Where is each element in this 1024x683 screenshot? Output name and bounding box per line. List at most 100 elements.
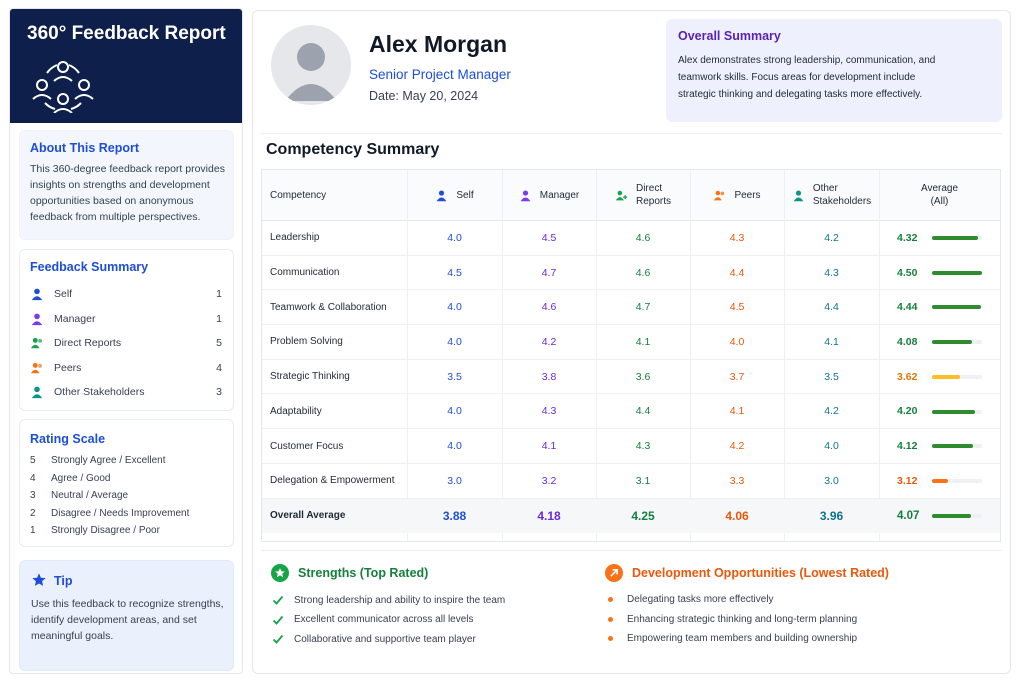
table-row: Delegation & Empowerment 3.0 3.2 3.1 3.3 3.0 3… — [262, 464, 1000, 499]
score-manager: 4.5 — [541, 231, 557, 244]
table-row: Communication 4.5 4.7 4.6 4.4 4.3 4.50 — [262, 256, 1000, 291]
rating-label: Strongly Agree / Excellent — [51, 455, 166, 466]
report-date: Date: May 20, 2024 — [369, 89, 479, 103]
feedback-summary-item: Manager 1 — [30, 310, 222, 328]
score-direct: 4.6 — [635, 231, 651, 244]
score-other: 4.3 — [824, 266, 839, 279]
feedback-summary-count: 3 — [216, 386, 222, 398]
average-bar-fill — [932, 444, 973, 449]
score-other: 4.2 — [824, 231, 839, 244]
score-peers: 4.3 — [729, 231, 745, 244]
score-peers: 3.3 — [729, 474, 745, 487]
rating-number: 1 — [30, 525, 36, 536]
bullet-dot-icon — [608, 597, 613, 602]
star-badge-icon — [271, 564, 289, 582]
sidebar: 360° Feedback Report About This Report T… — [9, 8, 243, 674]
average-bar-fill — [932, 236, 978, 240]
table-total-row: Overall Average 3.88 4.18 4.25 4.06 3.96 4.07 — [262, 498, 1000, 533]
average-bar-fill — [932, 340, 972, 345]
average-bar — [932, 513, 982, 518]
rating-scale-item: 3 Neutral / Average — [30, 490, 128, 501]
feedback-summary-count: 5 — [216, 337, 222, 349]
rating-scale-item: 5 Strongly Agree / Excellent — [30, 455, 166, 466]
header-average: Average (All) — [879, 170, 1000, 221]
score-direct: 4.6 — [635, 266, 651, 279]
score-direct: 4.1 — [635, 335, 651, 348]
competency-name: Customer Focus — [270, 440, 344, 452]
average-bar — [932, 444, 982, 449]
strength-item: Collaborative and supportive team player — [272, 633, 476, 645]
score-manager: 4.6 — [541, 301, 557, 314]
rating-scale-item: 1 Strongly Disagree / Poor — [30, 525, 160, 536]
table-row: Leadership 4.0 4.5 4.6 4.3 4.2 4.32 — [262, 221, 1000, 256]
team-network-icon — [32, 61, 94, 113]
header-peers: Peers — [690, 170, 784, 221]
score-direct: 4.3 — [635, 440, 651, 453]
strength-item: Excellent communicator across all levels — [272, 614, 474, 626]
average-bar-fill — [932, 305, 981, 310]
average-bar-fill — [932, 374, 960, 379]
development-item: Enhancing strategic thinking and long-te… — [606, 614, 857, 625]
strength-item: Strong leadership and ability to inspire… — [272, 594, 505, 606]
score-self: 4.0 — [447, 440, 462, 453]
score-peers: 4.1 — [729, 405, 745, 418]
score-average: 3.12 — [897, 474, 918, 487]
main-content: Alex Morgan Senior Project Manager Date:… — [252, 10, 1011, 674]
header-average-label-2: (All) — [930, 196, 949, 207]
rating-label: Neutral / Average — [51, 490, 129, 501]
score-average: 4.07 — [897, 509, 920, 522]
feedback-summary-label: Other Stakeholders — [54, 386, 145, 398]
feedback-summary-heading: Feedback Summary — [30, 260, 149, 274]
strength-text: Strong leadership and ability to inspire… — [294, 594, 506, 606]
overall-summary-card: Overall Summary Alex demonstrates strong… — [666, 19, 1002, 122]
tip-text: Use this feedback to recognize strengths… — [31, 598, 224, 642]
header-other-label-2: Stakeholders — [812, 196, 872, 207]
strength-text: Collaborative and supportive team player — [294, 633, 476, 645]
feedback-summary-item: Other Stakeholders 3 — [30, 383, 222, 401]
person-icon — [31, 313, 43, 325]
feedback-summary-label: Peers — [54, 361, 82, 374]
feedback-summary-count: 4 — [216, 361, 222, 374]
strengths-heading: Strengths (Top Rated) — [271, 564, 428, 582]
score-average: 4.12 — [897, 440, 918, 453]
score-average: 4.50 — [897, 266, 918, 279]
score-manager: 4.3 — [541, 405, 557, 418]
feedback-summary-count: 1 — [216, 312, 222, 325]
competency-name: Leadership — [270, 232, 320, 244]
employee-role: Senior Project Manager — [369, 67, 511, 82]
competency-name: Adaptability — [270, 405, 322, 417]
person-icon — [520, 189, 531, 201]
report-header: 360° Feedback Report — [10, 9, 242, 123]
table-row: Problem Solving 4.0 4.2 4.1 4.0 4.1 4.08 — [262, 325, 1000, 360]
avatar — [271, 25, 351, 105]
rating-scale-panel: Rating Scale 5 Strongly Agree / Excellent… — [19, 419, 234, 547]
score-other: 4.2 — [824, 405, 839, 418]
average-bar — [932, 409, 982, 414]
rating-label: Agree / Good — [51, 472, 111, 484]
strengths-heading-label: Strengths (Top Rated) — [298, 566, 429, 580]
score-direct: 4.25 — [631, 508, 655, 523]
competency-name: Overall Average — [270, 510, 346, 522]
divider — [261, 133, 1002, 134]
header-self: Self — [407, 170, 502, 221]
check-icon — [272, 615, 284, 625]
header-manager: Manager — [502, 170, 596, 221]
competency-name: Communication — [270, 267, 340, 279]
development-heading-label: Development Opportunities (Lowest Rated) — [632, 566, 889, 580]
about-heading: About This Report — [30, 141, 140, 155]
score-self: 4.5 — [447, 266, 462, 279]
score-self: 3.0 — [447, 474, 462, 487]
people-icon — [30, 362, 42, 373]
header-other-stakeholders: Other Stakeholders — [784, 170, 879, 221]
score-manager: 4.1 — [541, 440, 557, 453]
average-bar — [932, 374, 982, 379]
overall-summary-text: Alex demonstrates strong leadership, com… — [678, 55, 936, 100]
average-bar-fill — [932, 270, 982, 275]
arrow-up-right-badge-icon — [605, 564, 623, 582]
score-peers: 4.0 — [729, 335, 745, 348]
score-self: 4.0 — [447, 405, 462, 418]
score-other: 4.4 — [824, 301, 839, 314]
competency-table: Competency Self Manager Direct Reports Pe… — [261, 169, 1001, 542]
score-manager: 3.8 — [541, 370, 557, 383]
feedback-summary-panel: Feedback Summary Self 1 Manager 1 Direct Rep… — [19, 249, 234, 411]
